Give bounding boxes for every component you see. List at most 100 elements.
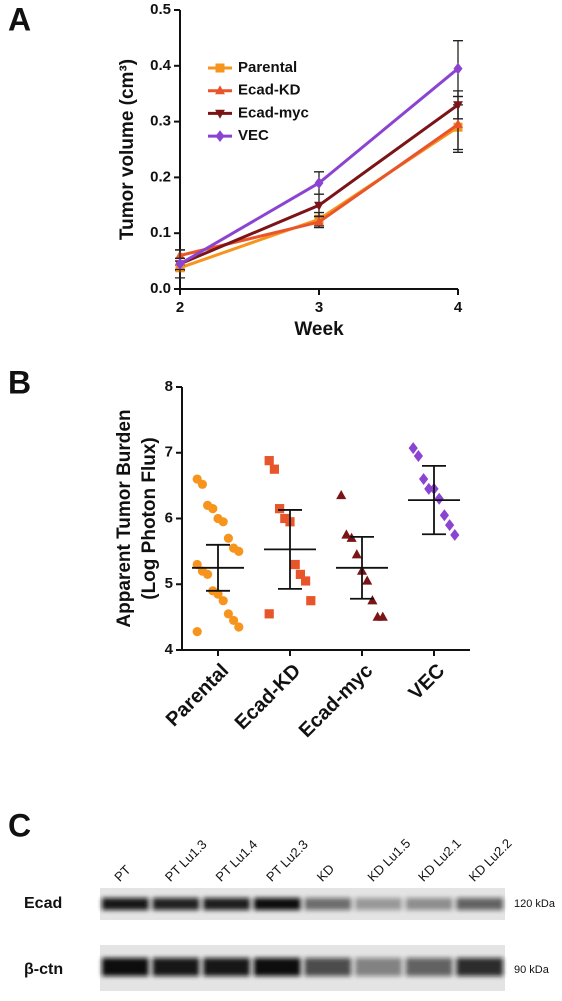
error-bar — [350, 536, 374, 600]
x-tick-label: Parental — [162, 660, 233, 731]
legend-label: Parental — [238, 59, 297, 76]
marker — [218, 517, 228, 527]
marker — [314, 201, 324, 211]
marker — [275, 504, 285, 514]
marker — [280, 513, 290, 524]
marker — [450, 528, 460, 541]
marker — [367, 595, 378, 605]
error-bar — [206, 543, 230, 592]
marker — [192, 559, 202, 570]
band — [203, 898, 250, 910]
y-tick-label: 6 — [165, 509, 173, 526]
marker — [192, 626, 202, 637]
x-tick-label: 4 — [454, 299, 463, 316]
marker — [234, 546, 244, 556]
marker — [424, 482, 434, 495]
band — [456, 898, 503, 910]
marker — [203, 569, 213, 579]
y-tick-label: 0.2 — [150, 168, 171, 185]
y-tick-label: 7 — [165, 444, 173, 461]
lane-label: PT — [111, 862, 133, 884]
y-tick-label: 0.0 — [150, 280, 171, 297]
marker — [413, 450, 423, 463]
row-label: Ecad — [24, 895, 62, 912]
marker — [341, 529, 352, 539]
lane-label: KD Lu1.5 — [364, 836, 413, 885]
marker — [295, 569, 305, 579]
band — [405, 958, 453, 976]
x-tick-label: 2 — [176, 299, 184, 316]
legend-label: Ecad-myc — [238, 104, 309, 121]
marker — [223, 533, 233, 543]
lane-label: PT Lu2.3 — [263, 837, 311, 885]
series-line — [179, 67, 459, 266]
marker — [234, 622, 244, 632]
band — [355, 898, 402, 910]
band — [152, 898, 200, 910]
marker — [362, 575, 373, 585]
marker — [175, 258, 185, 270]
marker — [453, 62, 463, 75]
band — [304, 958, 352, 976]
marker — [213, 589, 223, 599]
band — [304, 898, 352, 910]
marker — [197, 479, 207, 489]
band — [102, 898, 149, 910]
legend-marker — [215, 63, 225, 73]
legend-label: Ecad-KD — [238, 82, 301, 99]
y-tick-label: 0.1 — [150, 224, 171, 241]
y-tick-label: 0.4 — [150, 57, 172, 74]
x-tick-label: Ecad-myc — [295, 660, 377, 742]
band — [102, 958, 149, 976]
legend-marker — [215, 109, 225, 119]
marker — [408, 442, 418, 455]
row-label: β-ctn — [24, 961, 63, 978]
lane-label: KD — [314, 861, 337, 884]
error-bar — [422, 465, 446, 536]
marker — [351, 549, 362, 559]
marker — [290, 559, 300, 570]
y-tick-label: 0.5 — [150, 1, 171, 18]
marker — [419, 473, 429, 486]
y-axis-label: Apparent Tumor Burden — [114, 409, 135, 627]
panel-label: A — [8, 1, 31, 37]
panel-label: C — [8, 807, 31, 843]
x-tick-label: Ecad-KD — [231, 660, 306, 735]
y-tick-label: 8 — [165, 378, 173, 395]
lane-label: PT Lu1.3 — [162, 837, 210, 885]
band — [355, 958, 402, 976]
western-blot — [100, 888, 505, 991]
error-bar — [278, 509, 302, 590]
y-tick-label: 4 — [165, 641, 174, 658]
y-tick-label: 5 — [165, 575, 173, 592]
marker — [264, 456, 274, 466]
band — [152, 958, 200, 976]
marker — [439, 509, 449, 522]
marker — [377, 611, 388, 621]
y-axis-label: (Log Photon Flux) — [139, 437, 160, 600]
size-label: 120 kDa — [514, 898, 556, 910]
lane-label: PT Lu1.4 — [213, 837, 261, 885]
marker — [453, 101, 463, 111]
legend-marker — [215, 130, 225, 142]
x-axis-label: Week — [294, 319, 344, 340]
band — [203, 958, 250, 976]
legend-marker — [215, 85, 225, 95]
band — [456, 958, 503, 976]
marker — [314, 177, 324, 189]
legend-label: VEC — [238, 127, 269, 144]
panel-label: B — [8, 364, 31, 400]
y-axis-label: Tumor volume (cm³) — [117, 59, 138, 240]
band — [253, 958, 301, 976]
marker — [314, 216, 324, 226]
marker — [301, 576, 311, 586]
marker — [229, 615, 239, 626]
y-tick-label: 0.3 — [150, 113, 171, 130]
marker — [208, 504, 218, 514]
marker — [336, 489, 347, 500]
marker — [306, 596, 316, 606]
band — [253, 898, 301, 910]
x-tick-label: VEC — [405, 660, 450, 705]
marker — [453, 118, 463, 128]
